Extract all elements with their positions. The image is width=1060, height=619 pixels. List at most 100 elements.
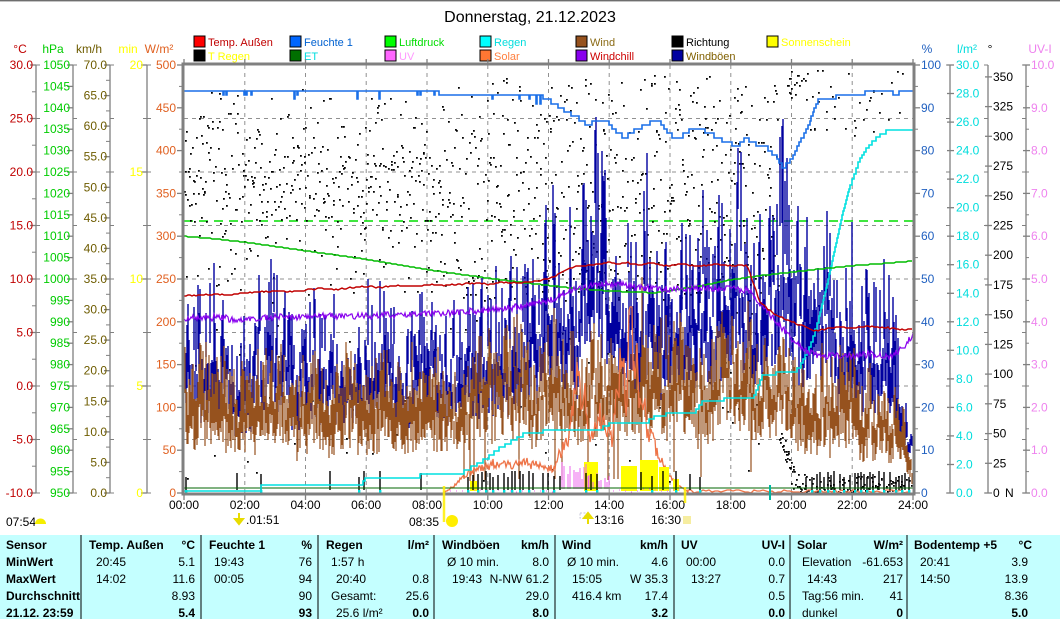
svg-text:400: 400 [156, 144, 176, 158]
svg-text:10.0: 10.0 [956, 343, 980, 357]
svg-text:W/m²: W/m² [145, 42, 174, 56]
svg-text:40.0: 40.0 [84, 241, 108, 255]
svg-text:41: 41 [890, 589, 904, 603]
svg-text:25: 25 [993, 456, 1007, 470]
svg-text:l/m²: l/m² [408, 538, 429, 552]
svg-text:200: 200 [993, 248, 1013, 262]
svg-text:0.8: 0.8 [412, 572, 429, 586]
svg-text:965: 965 [50, 422, 70, 436]
svg-text:°C: °C [182, 538, 196, 552]
svg-text:10.0: 10.0 [84, 425, 108, 439]
svg-text:2.0: 2.0 [956, 458, 973, 472]
svg-text:65.0: 65.0 [84, 89, 108, 103]
svg-text:3.2: 3.2 [651, 606, 668, 619]
svg-text:1040: 1040 [43, 101, 70, 115]
svg-text:MinWert: MinWert [6, 555, 53, 569]
svg-text:8.93: 8.93 [172, 589, 196, 603]
svg-text:50: 50 [921, 272, 935, 286]
svg-text:15.0: 15.0 [84, 394, 108, 408]
svg-text:04:00: 04:00 [290, 498, 320, 512]
svg-text:20:40: 20:40 [336, 572, 366, 586]
svg-text:1.0: 1.0 [1031, 443, 1048, 457]
svg-text:30.0: 30.0 [84, 303, 108, 317]
svg-text:Ø 10 min.: Ø 10 min. [567, 555, 619, 569]
svg-text:40: 40 [921, 315, 935, 329]
svg-text:15.0: 15.0 [10, 219, 34, 233]
svg-text:26.0: 26.0 [956, 115, 980, 129]
svg-text:24.0: 24.0 [956, 144, 980, 158]
svg-text:30: 30 [921, 358, 935, 372]
svg-text:Richtung: Richtung [686, 37, 729, 49]
svg-text:0.0: 0.0 [90, 486, 107, 500]
svg-text:07:54: 07:54 [6, 515, 36, 529]
svg-text:25.6 l/m²: 25.6 l/m² [336, 606, 383, 619]
svg-text:13.9: 13.9 [1005, 572, 1029, 586]
svg-text:200: 200 [156, 315, 176, 329]
svg-text:Solar: Solar [494, 51, 520, 63]
svg-text:°C: °C [13, 42, 27, 56]
svg-text:250: 250 [993, 189, 1013, 203]
svg-text:15: 15 [130, 165, 144, 179]
svg-text:0: 0 [169, 486, 176, 500]
svg-text:90: 90 [921, 101, 935, 115]
svg-text:15:05: 15:05 [572, 572, 602, 586]
svg-text:25.0: 25.0 [10, 112, 34, 126]
svg-text:Bodentemp +5: Bodentemp +5 [914, 538, 997, 552]
svg-text:Regen: Regen [326, 538, 363, 552]
svg-text:100: 100 [993, 367, 1013, 381]
svg-text:125: 125 [993, 337, 1013, 351]
svg-text:17.4: 17.4 [645, 589, 669, 603]
svg-text:13:16: 13:16 [594, 513, 624, 527]
svg-text:Wind: Wind [590, 37, 615, 49]
svg-text:0: 0 [921, 486, 928, 500]
svg-text:24:00: 24:00 [898, 498, 928, 512]
svg-text:5.4: 5.4 [178, 606, 195, 619]
svg-text:19:43: 19:43 [452, 572, 482, 586]
svg-text:Feuchte 1: Feuchte 1 [304, 37, 353, 49]
svg-text:13:27: 13:27 [691, 572, 721, 586]
svg-text:4.6: 4.6 [651, 555, 668, 569]
svg-text:0: 0 [136, 486, 143, 500]
svg-text:14:02: 14:02 [96, 572, 126, 586]
svg-text:19:43: 19:43 [214, 555, 244, 569]
svg-text:416.4 km: 416.4 km [572, 589, 621, 603]
svg-text:28.0: 28.0 [956, 87, 980, 101]
svg-text:985: 985 [50, 336, 70, 350]
svg-text:Ø 10 min.: Ø 10 min. [447, 555, 499, 569]
svg-text:0: 0 [993, 486, 1000, 500]
svg-text:8.0: 8.0 [956, 372, 973, 386]
svg-text:14.0: 14.0 [956, 286, 980, 300]
svg-text:50.0: 50.0 [84, 180, 108, 194]
svg-text:Tag:56 min.: Tag:56 min. [802, 589, 864, 603]
svg-text:4.0: 4.0 [1031, 315, 1048, 329]
svg-text:Temp. Außen: Temp. Außen [208, 37, 273, 49]
svg-text:8.0: 8.0 [1031, 144, 1048, 158]
svg-text:5: 5 [136, 379, 143, 393]
svg-text:8.0: 8.0 [532, 606, 549, 619]
svg-text:2.0: 2.0 [1031, 400, 1048, 414]
svg-text:150: 150 [156, 358, 176, 372]
svg-text:94: 94 [299, 572, 313, 586]
svg-text:1010: 1010 [43, 229, 70, 243]
svg-text:14:43: 14:43 [807, 572, 837, 586]
svg-text:0: 0 [896, 606, 903, 619]
svg-text:14:50: 14:50 [920, 572, 950, 586]
svg-text:Sonnenschein: Sonnenschein [781, 37, 851, 49]
svg-text:1020: 1020 [43, 186, 70, 200]
svg-text:29.0: 29.0 [526, 589, 550, 603]
svg-text:10: 10 [921, 443, 935, 457]
svg-text:Elevation: Elevation [802, 555, 851, 569]
svg-text:Sensor: Sensor [6, 538, 47, 552]
svg-text:10.0: 10.0 [10, 272, 34, 286]
svg-text:60: 60 [921, 229, 935, 243]
svg-text:970: 970 [50, 400, 70, 414]
svg-text:06:00: 06:00 [351, 498, 381, 512]
svg-text:16:30: 16:30 [651, 513, 681, 527]
svg-text:12.0: 12.0 [956, 315, 980, 329]
svg-text:1045: 1045 [43, 79, 70, 93]
svg-text:Windböen: Windböen [686, 51, 736, 63]
svg-text:21.12. 23:59: 21.12. 23:59 [6, 606, 74, 619]
svg-text:ET: ET [304, 51, 318, 63]
svg-text:N: N [1005, 486, 1014, 500]
svg-text:Windböen: Windböen [442, 538, 500, 552]
